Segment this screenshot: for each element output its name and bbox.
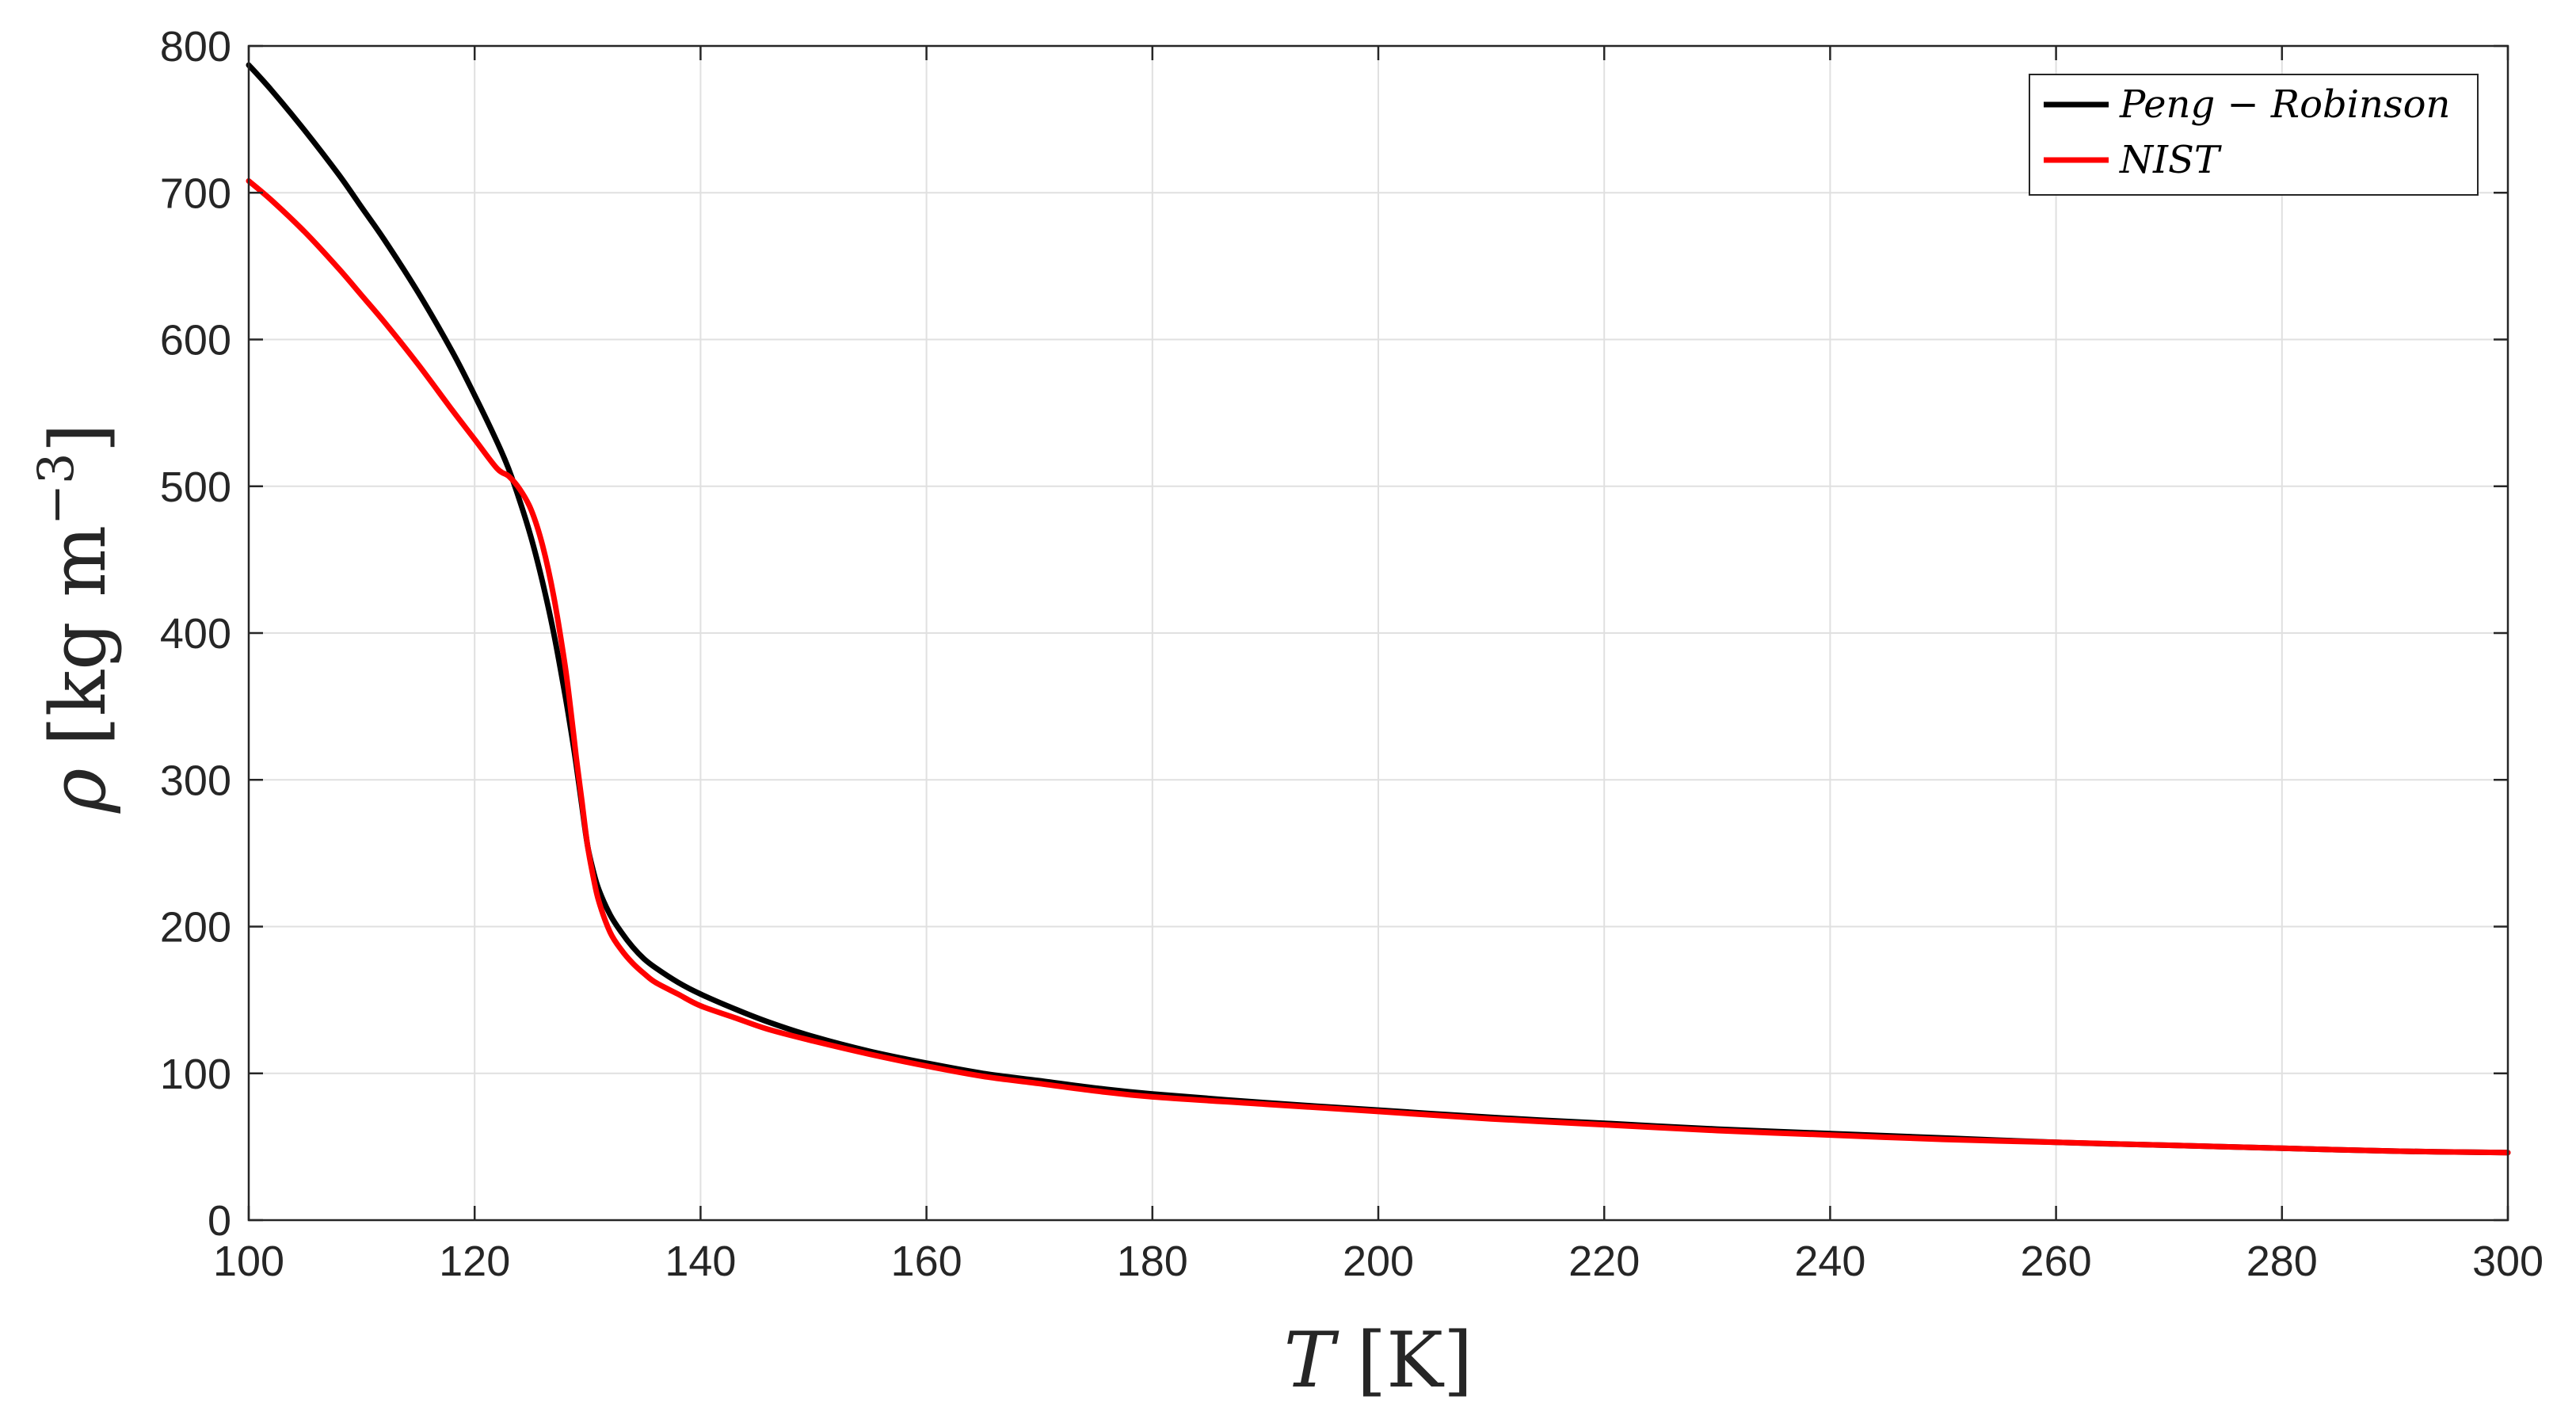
y-axis-unit-exponent: −3	[27, 452, 85, 524]
x-axis-label: T [K]	[1284, 1316, 1473, 1405]
x-tick-label: 220	[1568, 1238, 1640, 1285]
y-axis-symbol: ρ	[34, 769, 123, 814]
y-axis-unit-close: ]	[34, 423, 123, 452]
x-axis-symbol: T	[1284, 1316, 1339, 1405]
series-lines	[246, 62, 2511, 1156]
x-tick-labels: 100 120 140 160 180 200 220 240 260 280 300	[213, 1238, 2544, 1285]
y-tick-label: 300	[160, 757, 231, 804]
x-tick-label: 280	[2246, 1238, 2318, 1285]
y-tick-label: 400	[160, 610, 231, 658]
y-tick-labels: 0 100 200 300 400 500 600 700 800	[160, 23, 231, 1245]
series-line-1	[246, 177, 2511, 1156]
legend-label-1: NIST	[2119, 138, 2222, 182]
x-tick-label: 260	[2021, 1238, 2092, 1285]
x-axis-unit: [K]	[1357, 1316, 1473, 1405]
y-tick-label: 600	[160, 317, 231, 364]
y-tick-label: 0	[208, 1197, 231, 1245]
y-tick-label: 100	[160, 1051, 231, 1098]
y-axis-label: ρ [kg m−3]	[27, 423, 123, 814]
x-tick-label: 140	[665, 1238, 736, 1285]
x-tick-label: 240	[1794, 1238, 1865, 1285]
legend: Peng − Robinson NIST	[2029, 74, 2479, 196]
y-tick-label: 800	[160, 23, 231, 71]
legend-label-0: Peng − Robinson	[2119, 82, 2450, 127]
y-tick-label: 700	[160, 170, 231, 217]
x-tick-label: 180	[1117, 1238, 1188, 1285]
axis-ticks	[247, 44, 2509, 1222]
y-axis-unit: [kg m	[34, 525, 123, 746]
legend-box	[2029, 74, 2479, 196]
x-tick-label: 200	[1343, 1238, 1414, 1285]
x-tick-label: 300	[2472, 1238, 2544, 1285]
x-tick-label: 120	[439, 1238, 510, 1285]
y-tick-label: 200	[160, 904, 231, 952]
x-tick-label: 100	[213, 1238, 284, 1285]
y-tick-label: 500	[160, 463, 231, 511]
x-tick-label: 160	[891, 1238, 962, 1285]
